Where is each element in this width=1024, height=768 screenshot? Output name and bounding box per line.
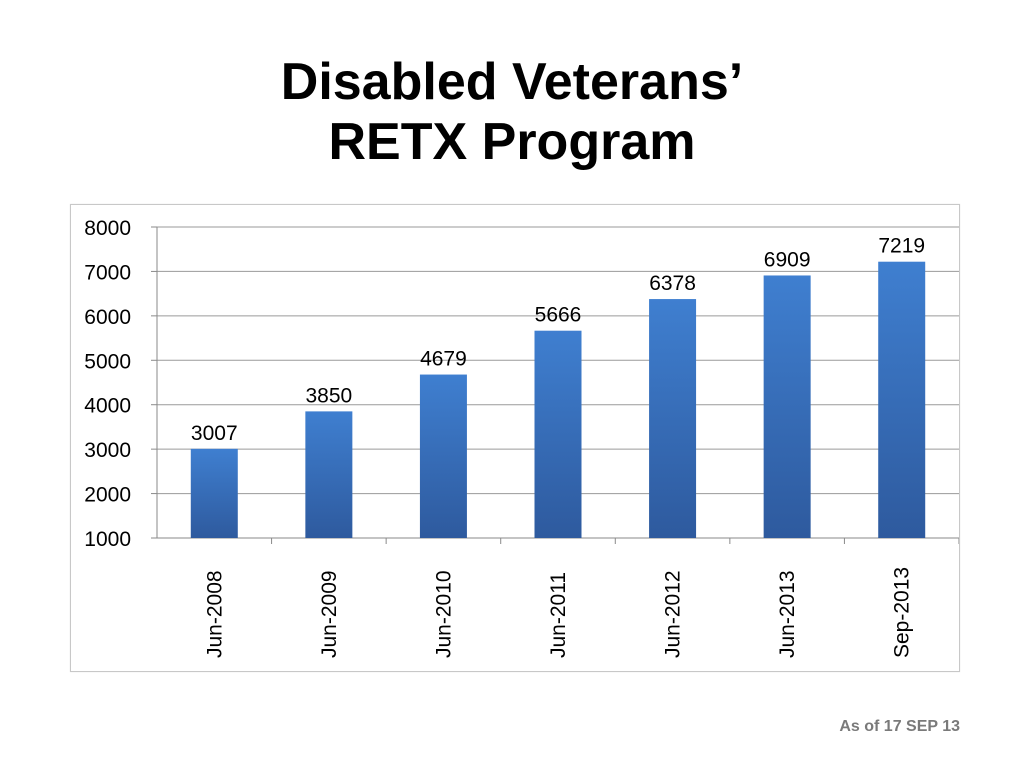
bar-sep-2013 xyxy=(878,261,926,538)
y-tick-label: 8000 xyxy=(84,217,131,240)
bar-jun-2010 xyxy=(419,374,467,538)
y-tick-label: 6000 xyxy=(84,306,131,329)
as-of-date-note: As of 17 SEP 13 xyxy=(839,718,960,735)
title-line-1: Disabled Veterans’ xyxy=(280,53,744,111)
y-tick-label: 4000 xyxy=(84,395,131,418)
data-label: 3850 xyxy=(305,384,352,407)
bar-chart: 1000 2000 3000 4000 5000 6000 7000 8000 3007 Jun-… xyxy=(84,217,959,658)
data-label: 6909 xyxy=(764,248,811,271)
y-tick-label: 7000 xyxy=(84,261,131,284)
slide-title: Disabled Veterans’ RETX Program xyxy=(0,52,1024,172)
bar-jun-2009 xyxy=(305,411,353,538)
data-label: 7219 xyxy=(878,235,925,258)
title-line-2: RETX Program xyxy=(328,113,696,171)
x-category-label: Jun-2010 xyxy=(432,570,455,658)
data-label: 4679 xyxy=(420,348,467,371)
bar-jun-2011 xyxy=(534,330,582,538)
y-tick-label: 3000 xyxy=(84,439,131,462)
x-category-label: Sep-2013 xyxy=(891,567,914,658)
data-label: 5666 xyxy=(535,304,582,327)
data-label: 6378 xyxy=(649,272,696,295)
x-category-label: Jun-2011 xyxy=(547,572,570,658)
x-category-label: Jun-2013 xyxy=(776,570,799,658)
x-category-label: Jun-2008 xyxy=(203,570,226,658)
x-category-label: Jun-2009 xyxy=(318,570,341,658)
bar-jun-2013 xyxy=(763,275,811,538)
y-tick-label: 2000 xyxy=(84,484,131,507)
y-tick-label: 1000 xyxy=(84,528,131,551)
bar-jun-2008 xyxy=(190,448,238,538)
bar-jun-2012 xyxy=(649,299,697,538)
data-label: 3007 xyxy=(191,422,238,445)
y-tick-label: 5000 xyxy=(84,350,131,373)
x-category-label: Jun-2012 xyxy=(662,570,685,658)
chart-frame: 1000 2000 3000 4000 5000 6000 7000 8000 3007 Jun-… xyxy=(70,204,960,672)
